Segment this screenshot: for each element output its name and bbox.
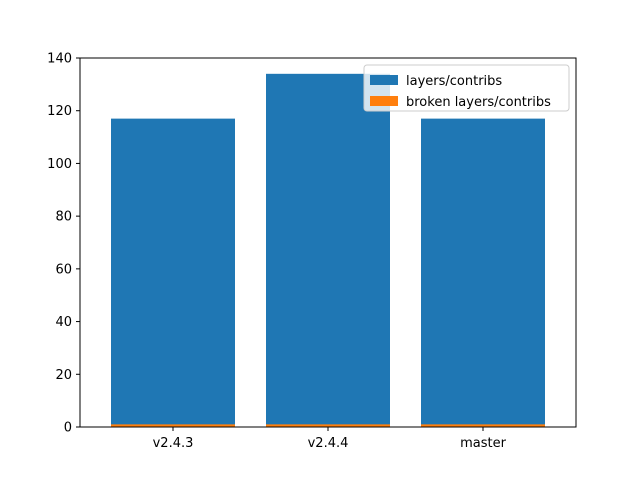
bar-broken-v2.4.3	[111, 424, 235, 427]
y-tick-label: 120	[47, 104, 72, 119]
legend-swatch	[370, 75, 398, 85]
legend-label: layers/contribs	[406, 74, 502, 89]
legend-box	[363, 64, 570, 112]
x-tick-label-v2.4.3: v2.4.3	[153, 436, 194, 451]
legend-swatch	[370, 96, 398, 106]
x-tick-label-master: master	[460, 436, 506, 451]
bar-broken-v2.4.4	[266, 424, 390, 427]
bar-broken-master	[421, 424, 545, 427]
y-tick-label: 60	[55, 262, 72, 277]
bar-layers-master	[421, 118, 545, 427]
axes-layer: 0 20 40 60 80 100 120 140 v2.4.3 v2.4.4 master	[47, 52, 577, 451]
y-tick-label: 20	[55, 368, 72, 383]
y-tick-label: 80	[55, 210, 72, 225]
bar-layers-v2.4.3	[111, 118, 235, 427]
y-tick-label: 40	[55, 315, 72, 330]
legend-label: broken layers/contribs	[406, 95, 551, 110]
bar-layers-v2.4.4	[266, 73, 390, 428]
legend: layers/contribs broken layers/contribs	[363, 64, 570, 112]
bars-layer	[111, 73, 545, 428]
y-tick-label: 140	[47, 52, 72, 67]
y-tick-label: 100	[47, 157, 72, 172]
y-tick-label: 0	[64, 421, 72, 436]
x-tick-label-v2.4.4: v2.4.4	[308, 436, 349, 451]
